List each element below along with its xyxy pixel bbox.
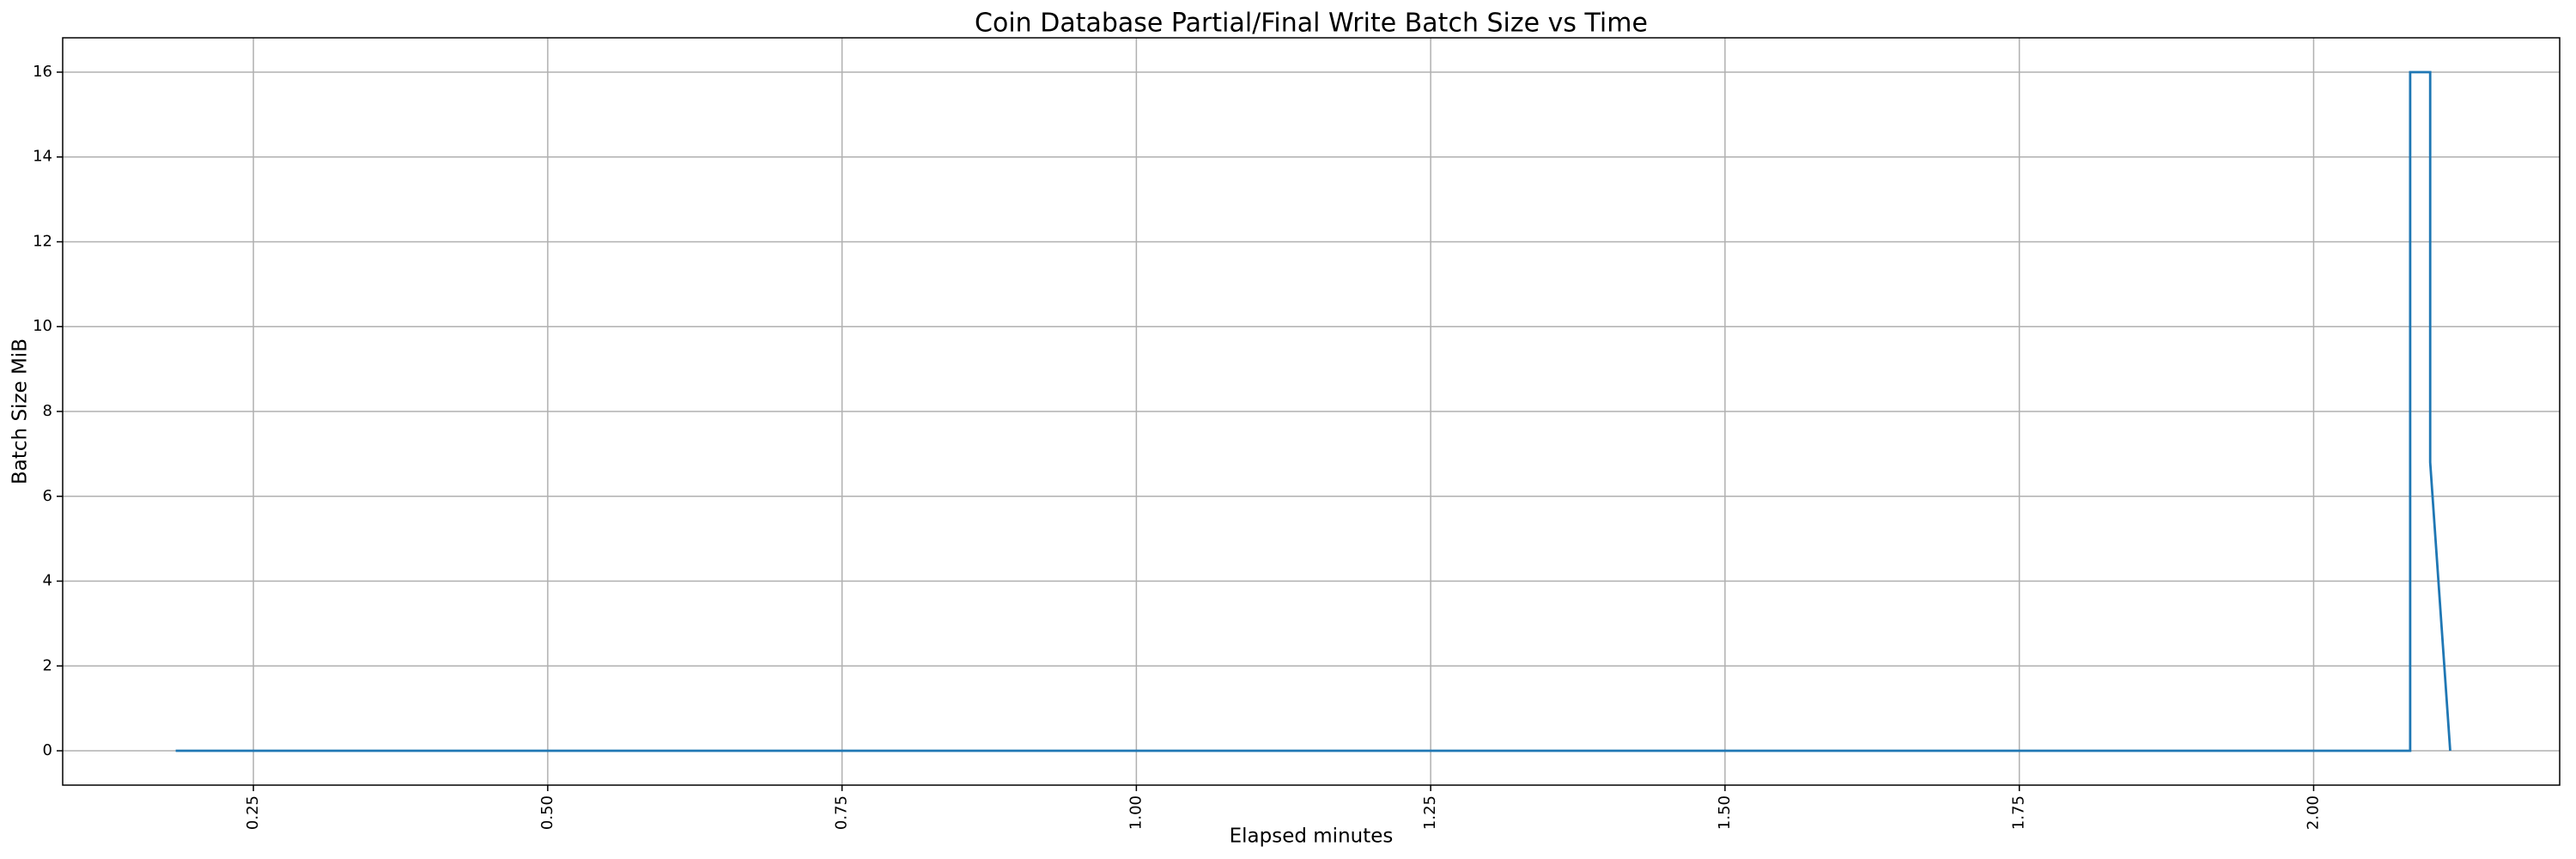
- x-tick-label: 2.00: [2304, 795, 2322, 830]
- y-tick-label: 16: [33, 63, 52, 81]
- data-line: [175, 70, 2451, 752]
- x-axis-label: Elapsed minutes: [1230, 825, 1394, 848]
- y-axis-label: Batch Size MiB: [9, 338, 32, 484]
- y-tick-label: 12: [33, 232, 52, 250]
- x-tick-label: 1.25: [1421, 795, 1439, 830]
- y-tick-label: 8: [43, 402, 52, 420]
- y-tick-label: 10: [33, 317, 52, 335]
- x-tick-label: 0.50: [538, 795, 556, 830]
- y-tick-label: 0: [43, 741, 52, 759]
- plot-frame: [62, 37, 2561, 786]
- x-tick-label: 1.50: [1716, 795, 1734, 830]
- chart-title: Coin Database Partial/Final Write Batch …: [975, 9, 1648, 39]
- y-tick-label: 4: [43, 572, 52, 590]
- y-tick-label: 6: [43, 487, 52, 505]
- x-tick-label: 0.75: [833, 795, 851, 830]
- x-tick-label: 1.00: [1127, 795, 1145, 830]
- x-tick-label: 1.75: [2010, 795, 2028, 830]
- x-tick-label: 0.25: [244, 795, 262, 830]
- y-tick-label: 14: [33, 148, 52, 166]
- y-tick-label: 2: [43, 656, 52, 674]
